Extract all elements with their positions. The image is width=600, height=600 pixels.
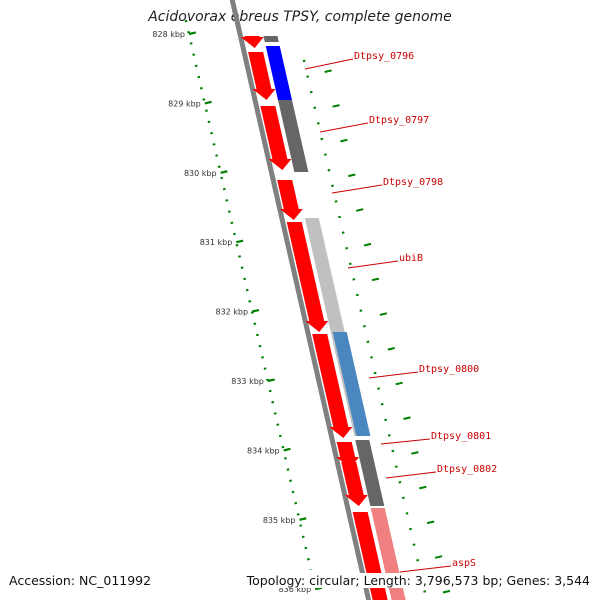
outer-tick xyxy=(379,312,388,316)
kbp-tick xyxy=(251,308,260,313)
gene-leader-line xyxy=(304,58,354,70)
gene-leader-line xyxy=(385,471,437,479)
gene-label[interactable]: Dtpsy_0796 xyxy=(354,51,414,62)
outer-tick xyxy=(387,347,395,351)
cds-arrow[interactable] xyxy=(336,442,360,468)
gene-leader-line xyxy=(368,371,419,379)
outer-tick xyxy=(348,173,356,178)
kbp-tick-label: 829 kbp xyxy=(168,99,201,108)
cds-arrow[interactable] xyxy=(312,334,353,438)
outer-tick xyxy=(371,277,380,282)
feature-gray[interactable] xyxy=(263,36,279,42)
outer-tick xyxy=(355,208,364,212)
gene-label[interactable]: Dtpsy_0801 xyxy=(431,431,491,442)
kbp-tick-label: 836 kbp xyxy=(279,585,312,594)
scale-ticks: 828 kbp 829 kbp 830 kbp 831 kbp 832 kbp 833 k… xyxy=(152,19,451,600)
gene-label[interactable]: Dtpsy_0802 xyxy=(437,464,497,475)
kbp-tick-label: 833 kbp xyxy=(231,377,264,386)
gene-label[interactable]: ubiB xyxy=(399,253,423,264)
gene-label[interactable]: Dtpsy_0800 xyxy=(419,364,479,375)
cds-arrow[interactable] xyxy=(341,462,368,506)
gene-labels: Dtpsy_0796 Dtpsy_0797 Dtpsy_0798 ubiB Dtpsy_… xyxy=(304,51,497,573)
gene-label[interactable]: Dtpsy_0797 xyxy=(369,115,429,126)
gene-leader-line xyxy=(331,184,383,194)
cds-arrow[interactable] xyxy=(248,52,276,100)
kbp-tick-label: 828 kbp xyxy=(152,30,185,39)
kbp-tick-label: 831 kbp xyxy=(200,238,233,247)
kbp-tick xyxy=(299,517,307,521)
kbp-tick-label: 832 kbp xyxy=(215,308,248,317)
kbp-tick xyxy=(220,170,228,174)
gene-label[interactable]: Dtpsy_0798 xyxy=(383,177,443,188)
outer-tick xyxy=(442,589,451,594)
gene-leader-line xyxy=(380,438,431,445)
kbp-tick-label: 830 kbp xyxy=(184,169,217,178)
cds-arrow[interactable] xyxy=(286,222,329,332)
feature-steel-blue[interactable] xyxy=(332,332,371,436)
gene-leader-line xyxy=(399,565,452,573)
accession-text: Accession: NC_011992 xyxy=(9,573,152,588)
kbp-tick-label: 835 kbp xyxy=(263,516,296,525)
kbp-tick xyxy=(283,447,291,452)
outer-tick xyxy=(324,69,332,73)
cds-arrow[interactable] xyxy=(277,180,303,220)
outer-tick xyxy=(426,520,435,525)
map-title: Acidovorax ebreus TPSY, complete genome xyxy=(148,9,452,25)
outer-tick xyxy=(411,451,419,455)
cds-arrow[interactable] xyxy=(240,36,264,48)
topology-text: Topology: circular; Length: 3,796,573 bp… xyxy=(246,573,590,588)
outer-tick xyxy=(434,555,443,559)
cds-arrow[interactable] xyxy=(260,106,292,170)
feature-gray[interactable] xyxy=(355,440,375,462)
outer-tick xyxy=(403,416,411,420)
gene-leader-line xyxy=(319,122,369,133)
feature-light-gray[interactable] xyxy=(304,218,345,330)
outer-tick xyxy=(340,138,348,143)
gene-label[interactable]: aspS xyxy=(452,558,476,569)
backbone xyxy=(229,0,372,600)
kbp-tick xyxy=(267,378,275,383)
gene-features xyxy=(240,36,406,600)
outer-tick xyxy=(363,242,372,247)
gene-leader-line xyxy=(347,260,399,269)
accession-value: NC_011992 xyxy=(79,573,152,588)
kbp-tick-label: 834 kbp xyxy=(247,446,280,455)
backbone-line xyxy=(229,0,372,600)
kbp-tick xyxy=(236,239,244,244)
kbp-tick xyxy=(204,100,212,105)
feature-gray[interactable] xyxy=(278,100,309,172)
feature-gray[interactable] xyxy=(360,462,385,506)
feature-blue[interactable] xyxy=(265,46,293,100)
kbp-tick xyxy=(188,31,197,36)
outer-tick xyxy=(395,381,403,386)
outer-tick xyxy=(419,485,427,490)
outer-tick xyxy=(332,104,340,108)
